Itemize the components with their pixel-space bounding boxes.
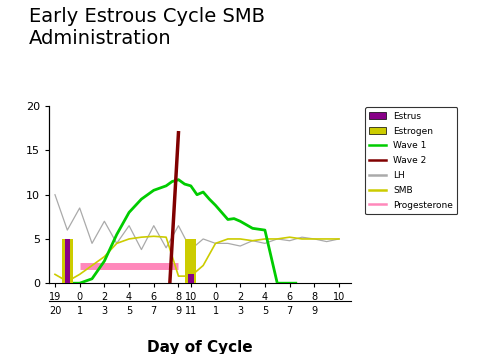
Legend: Estrus, Estrogen, Wave 1, Wave 2, LH, SMB, Progesterone: Estrus, Estrogen, Wave 1, Wave 2, LH, SM… — [365, 107, 457, 215]
Text: Early Estrous Cycle SMB
Administration: Early Estrous Cycle SMB Administration — [29, 7, 265, 48]
Bar — [185, 239, 196, 283]
Bar — [62, 239, 73, 283]
X-axis label: Day of Cycle: Day of Cycle — [147, 340, 253, 354]
Bar — [64, 239, 70, 283]
Bar — [188, 274, 194, 283]
